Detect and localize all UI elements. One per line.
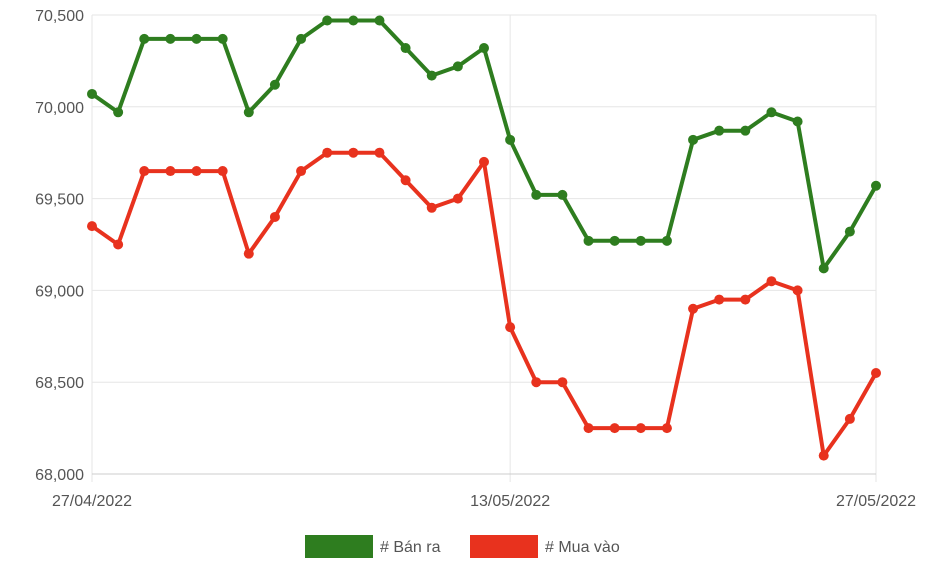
- data-point-series-1[interactable]: [191, 166, 202, 177]
- axis-layer: 68,000 68,500 69,000 69,500 70,000 70,500 27/0…: [35, 8, 916, 510]
- data-point-series-1[interactable]: [792, 285, 803, 296]
- legend-label-mua-vao[interactable]: # Mua vào: [545, 539, 620, 556]
- data-point-series-1[interactable]: [139, 166, 150, 177]
- data-point-series-0[interactable]: [714, 125, 725, 136]
- data-point-series-1[interactable]: [583, 423, 594, 434]
- data-point-series-1[interactable]: [609, 423, 620, 434]
- data-point-series-0[interactable]: [871, 180, 881, 191]
- y-tick-label: 68,000: [35, 467, 84, 484]
- data-point-series-1[interactable]: [766, 276, 777, 287]
- data-point-series-0[interactable]: [740, 125, 751, 136]
- data-point-series-0[interactable]: [165, 33, 176, 44]
- data-point-series-1[interactable]: [348, 147, 359, 158]
- x-tick-label: 13/05/2022: [470, 493, 550, 510]
- series-layer: [87, 15, 881, 461]
- data-point-series-0[interactable]: [113, 107, 124, 118]
- data-point-series-0[interactable]: [452, 61, 463, 72]
- data-point-series-1[interactable]: [635, 423, 646, 434]
- y-tick-label: 68,500: [35, 375, 84, 392]
- data-point-series-1[interactable]: [374, 147, 385, 158]
- data-point-series-0[interactable]: [191, 33, 202, 44]
- data-point-series-0[interactable]: [688, 134, 699, 145]
- data-point-series-0[interactable]: [426, 70, 437, 81]
- x-tick-label: 27/04/2022: [52, 493, 132, 510]
- data-point-series-0[interactable]: [217, 33, 228, 44]
- y-tick-label: 70,000: [35, 100, 84, 117]
- y-tick-label: 69,500: [35, 192, 84, 209]
- data-point-series-0[interactable]: [583, 235, 594, 246]
- y-tick-label: 69,000: [35, 283, 84, 300]
- data-point-series-0[interactable]: [661, 235, 672, 246]
- data-point-series-0[interactable]: [374, 15, 385, 26]
- data-point-series-1[interactable]: [818, 450, 829, 461]
- data-point-series-1[interactable]: [322, 147, 333, 158]
- data-point-series-0[interactable]: [479, 43, 489, 54]
- data-point-series-0[interactable]: [635, 235, 646, 246]
- data-point-series-1[interactable]: [269, 211, 280, 222]
- data-point-series-1[interactable]: [400, 175, 411, 186]
- data-point-series-1[interactable]: [243, 248, 254, 259]
- data-point-series-0[interactable]: [792, 116, 803, 127]
- data-point-series-1[interactable]: [479, 156, 489, 167]
- data-point-series-1[interactable]: [296, 166, 307, 177]
- data-point-series-1[interactable]: [531, 377, 542, 388]
- data-point-series-0[interactable]: [269, 79, 280, 90]
- data-point-series-1[interactable]: [165, 166, 176, 177]
- data-point-series-1[interactable]: [714, 294, 725, 305]
- data-point-series-0[interactable]: [766, 107, 777, 118]
- data-point-series-0[interactable]: [322, 15, 333, 26]
- data-point-series-0[interactable]: [531, 189, 542, 200]
- data-point-series-0[interactable]: [348, 15, 359, 26]
- data-point-series-0[interactable]: [87, 88, 97, 99]
- y-tick-label: 70,500: [35, 8, 84, 25]
- grid-layer: [91, 14, 877, 482]
- legend-label-ban-ra[interactable]: # Bán ra: [380, 539, 441, 556]
- data-point-series-0[interactable]: [844, 226, 855, 237]
- data-point-series-1[interactable]: [557, 377, 568, 388]
- data-point-series-1[interactable]: [452, 193, 463, 204]
- data-point-series-0[interactable]: [139, 33, 150, 44]
- data-point-series-0[interactable]: [557, 189, 568, 200]
- data-point-series-1[interactable]: [688, 303, 699, 314]
- data-point-series-0[interactable]: [243, 107, 254, 118]
- data-point-series-0[interactable]: [400, 43, 411, 54]
- data-point-series-0[interactable]: [609, 235, 620, 246]
- data-point-series-1[interactable]: [740, 294, 751, 305]
- data-point-series-0[interactable]: [296, 33, 307, 44]
- data-point-series-1[interactable]: [87, 221, 97, 232]
- data-point-series-1[interactable]: [113, 239, 124, 250]
- legend-swatch-ban-ra[interactable]: [305, 535, 373, 558]
- data-point-series-1[interactable]: [505, 322, 516, 333]
- data-point-series-1[interactable]: [661, 423, 672, 434]
- data-point-series-0[interactable]: [505, 134, 516, 145]
- data-point-series-1[interactable]: [871, 368, 881, 379]
- legend[interactable]: # Bán ra # Mua vào: [305, 535, 620, 558]
- data-point-series-1[interactable]: [217, 166, 228, 177]
- legend-swatch-mua-vao[interactable]: [470, 535, 538, 558]
- series-line-0: [90, 18, 878, 271]
- data-point-series-0[interactable]: [818, 263, 829, 274]
- data-point-series-1[interactable]: [844, 413, 855, 424]
- data-point-series-1[interactable]: [426, 202, 437, 213]
- x-tick-label: 27/05/2022: [836, 493, 916, 510]
